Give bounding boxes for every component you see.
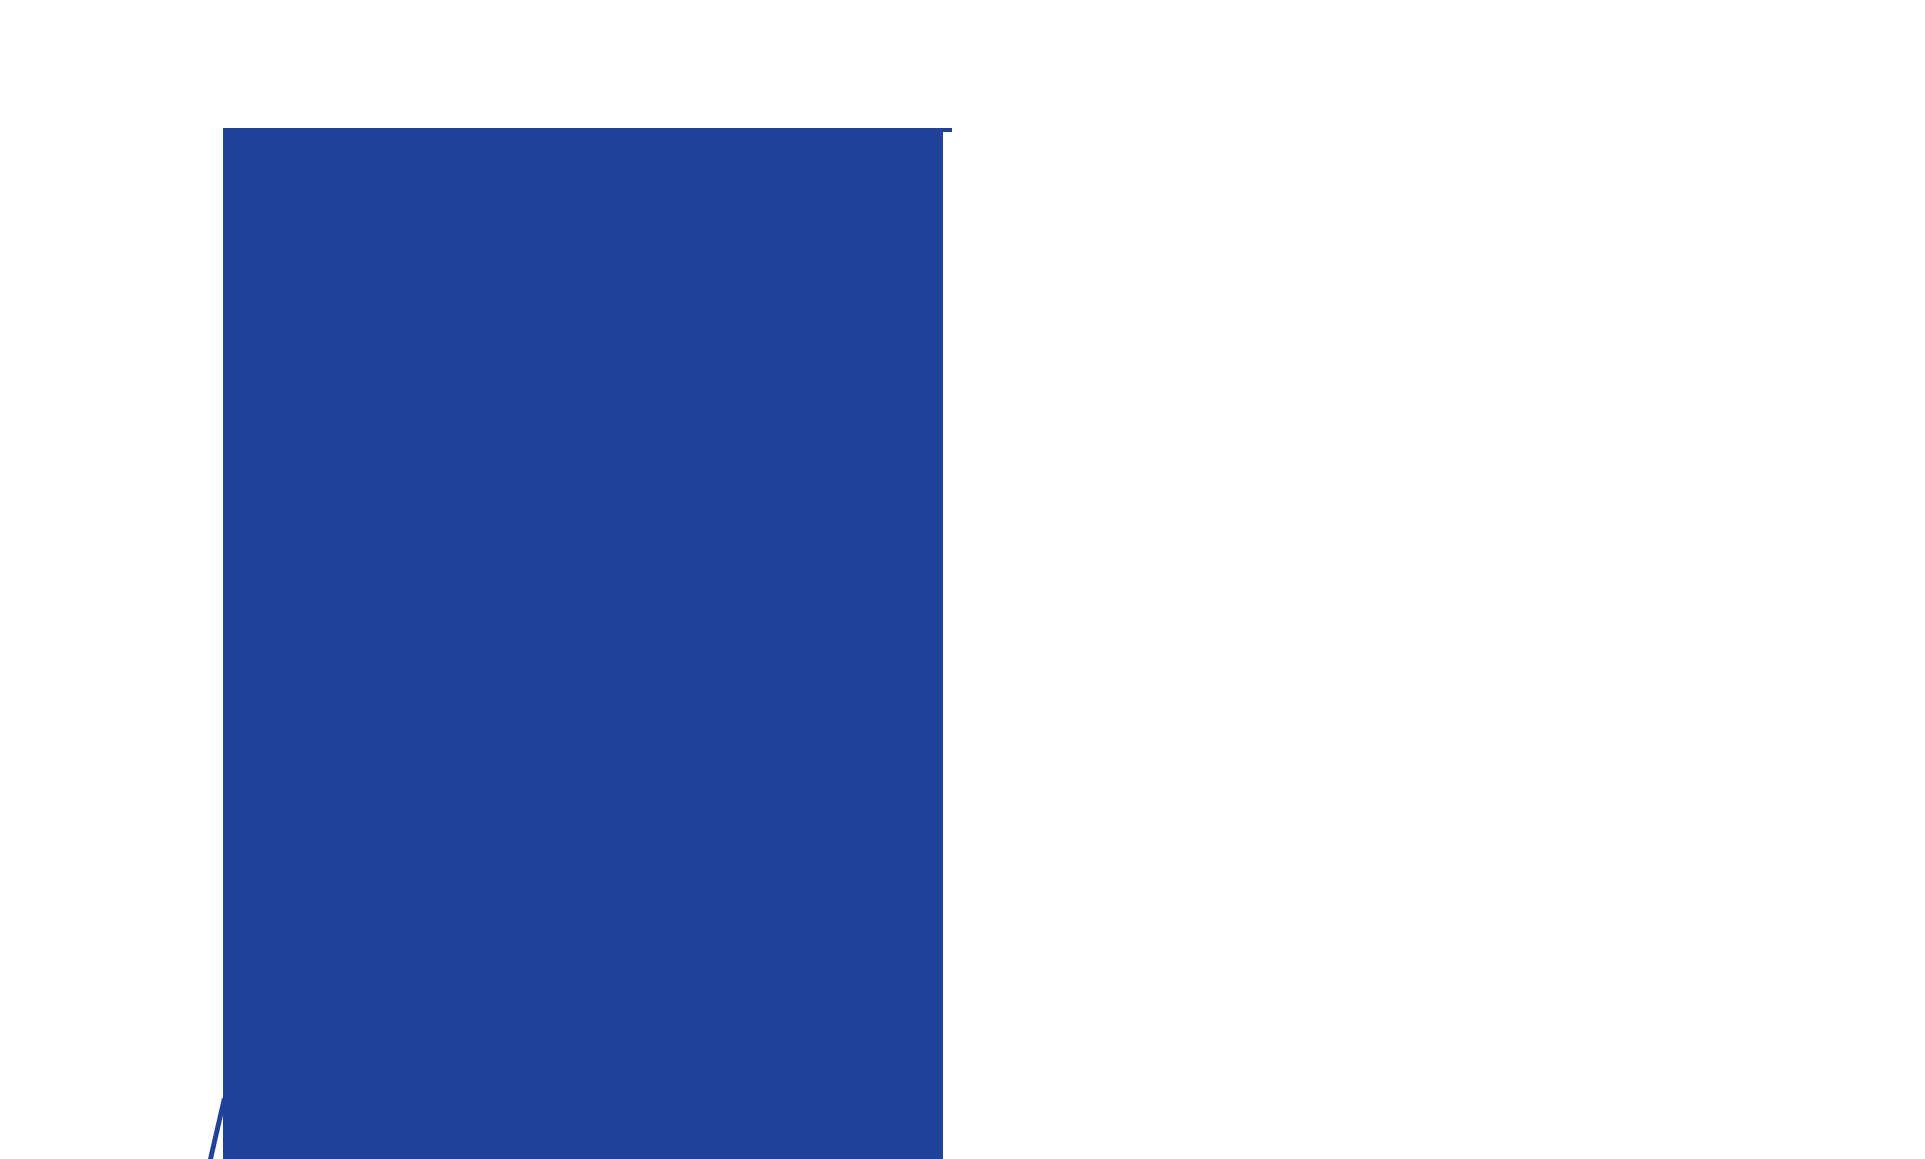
left-margin-region: [0, 0, 223, 1159]
top-margin-region: [223, 0, 952, 128]
primary-blue-block: [223, 128, 943, 1159]
right-page-region: [952, 0, 1925, 1159]
primary-blue-block-label: [223, 128, 224, 129]
block-corner-tab: [943, 128, 952, 132]
block-corner-tab-label: [943, 128, 944, 129]
